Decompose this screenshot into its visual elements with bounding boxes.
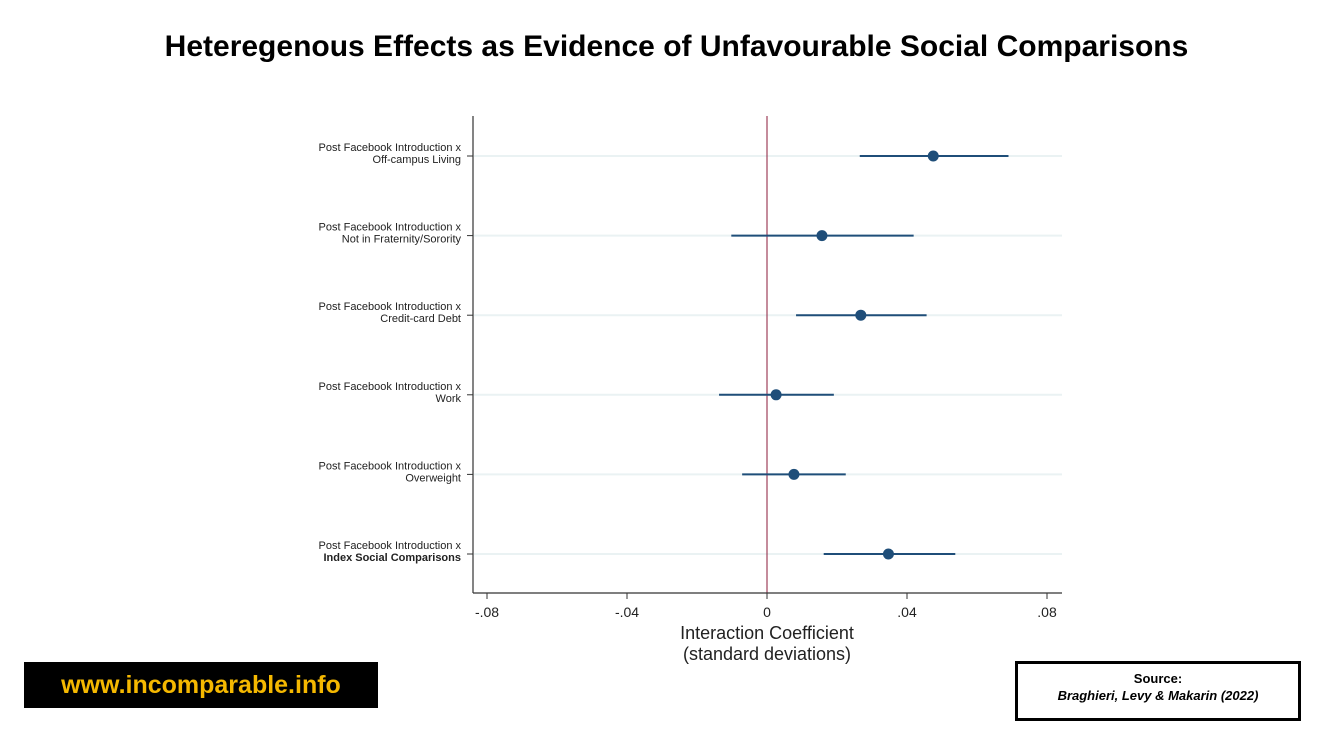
x-tick-label: 0 (763, 604, 771, 620)
y-tick-label-line2: Index Social Comparisons (323, 552, 461, 564)
x-axis-title-line2: (standard deviations) (683, 644, 851, 664)
source-reference: Braghieri, Levy & Makarin (2022) (1057, 688, 1259, 703)
x-tick-label: .08 (1037, 604, 1057, 620)
x-tick-label: -.08 (475, 604, 499, 620)
x-tick-label: -.04 (615, 604, 639, 620)
y-tick-label-line1: Post Facebook Introduction x (319, 540, 462, 552)
point-estimate (882, 548, 894, 560)
point-estimate (788, 468, 800, 480)
gridlines (474, 155, 1062, 555)
x-axis-title-line1: Interaction Coefficient (680, 623, 854, 643)
y-tick-label-line1: Post Facebook Introduction x (319, 381, 462, 393)
point-estimate (816, 230, 828, 242)
y-tick-label-line1: Post Facebook Introduction x (319, 222, 462, 234)
y-tick-label-line1: Post Facebook Introduction x (319, 142, 462, 154)
y-tick-label-line2: Not in Fraternity/Sorority (342, 234, 462, 246)
x-tick-label: .04 (897, 604, 917, 620)
website-banner[interactable]: www.incomparable.info (24, 662, 378, 708)
point-estimate (855, 309, 867, 321)
point-estimate (927, 150, 939, 162)
y-tick-label-line2: Overweight (405, 472, 461, 484)
y-tick-label-line1: Post Facebook Introduction x (319, 460, 462, 472)
y-tick-label-line1: Post Facebook Introduction x (319, 301, 462, 313)
source-label: Source: (1133, 671, 1183, 686)
chart-title: Heteregenous Effects as Evidence of Unfa… (164, 30, 1189, 63)
y-tick-label-line2: Off-campus Living (373, 154, 461, 166)
y-tick-label-line2: Work (436, 393, 462, 405)
y-tick-label-line2: Credit-card Debt (380, 313, 461, 325)
source-box: Source: Braghieri, Levy & Makarin (2022) (1015, 661, 1301, 721)
point-estimate (770, 389, 782, 401)
